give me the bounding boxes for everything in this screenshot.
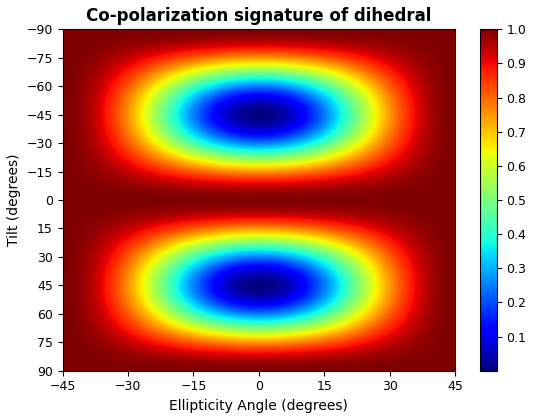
Y-axis label: Tilt (degrees): Tilt (degrees) xyxy=(7,154,21,246)
Title: Co-polarization signature of dihedral: Co-polarization signature of dihedral xyxy=(86,7,432,25)
X-axis label: Ellipticity Angle (degrees): Ellipticity Angle (degrees) xyxy=(170,399,348,413)
